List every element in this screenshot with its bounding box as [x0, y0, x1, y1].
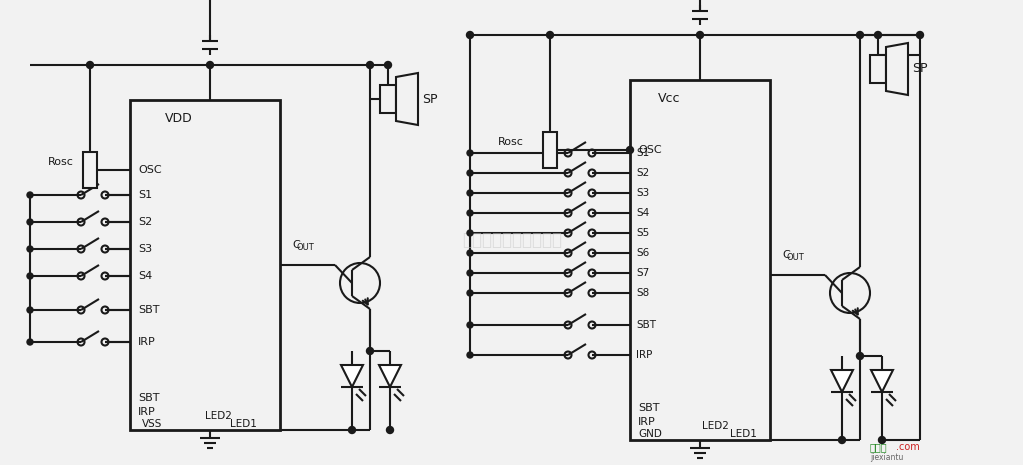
- Circle shape: [385, 61, 392, 68]
- Text: .com: .com: [896, 442, 920, 452]
- Text: C: C: [292, 240, 300, 250]
- Bar: [543, 132, 557, 168]
- Text: OUT: OUT: [297, 243, 314, 252]
- Text: S4: S4: [138, 271, 152, 281]
- Text: IRP: IRP: [636, 350, 653, 360]
- Bar: [630, 80, 770, 440]
- Text: OSC: OSC: [638, 145, 662, 155]
- Polygon shape: [396, 73, 418, 125]
- Text: IRP: IRP: [638, 417, 656, 427]
- Text: LED2: LED2: [205, 411, 232, 421]
- Circle shape: [546, 32, 553, 39]
- Circle shape: [468, 150, 473, 156]
- Circle shape: [27, 192, 33, 198]
- Circle shape: [366, 61, 373, 68]
- Circle shape: [468, 352, 473, 358]
- Circle shape: [387, 426, 394, 433]
- Circle shape: [856, 352, 863, 359]
- Circle shape: [626, 146, 633, 153]
- Circle shape: [856, 32, 863, 39]
- Circle shape: [366, 347, 373, 354]
- Text: S8: S8: [636, 288, 650, 298]
- Text: VDD: VDD: [165, 112, 192, 125]
- Text: OUT: OUT: [787, 252, 804, 261]
- Text: C: C: [782, 250, 790, 260]
- Text: S2: S2: [138, 217, 152, 227]
- Text: S3: S3: [138, 244, 152, 254]
- Circle shape: [468, 250, 473, 256]
- Text: S1: S1: [636, 148, 650, 158]
- Text: jiexiantu: jiexiantu: [870, 452, 903, 461]
- Text: 杭州将睿科技有限公司: 杭州将睿科技有限公司: [462, 231, 562, 249]
- Text: Rosc: Rosc: [48, 157, 74, 167]
- Circle shape: [27, 219, 33, 225]
- Circle shape: [468, 230, 473, 236]
- Circle shape: [27, 307, 33, 313]
- Text: LED1: LED1: [730, 429, 757, 439]
- Text: S4: S4: [636, 208, 650, 218]
- Text: S6: S6: [636, 248, 650, 258]
- Polygon shape: [886, 43, 908, 95]
- Circle shape: [468, 170, 473, 176]
- Circle shape: [207, 61, 214, 68]
- Circle shape: [839, 437, 845, 444]
- Text: S3: S3: [636, 188, 650, 198]
- Text: SP: SP: [911, 62, 928, 75]
- Text: S2: S2: [636, 168, 650, 178]
- Polygon shape: [379, 365, 401, 387]
- Polygon shape: [871, 370, 893, 392]
- Bar: [83, 152, 97, 188]
- Text: GND: GND: [638, 429, 662, 439]
- Circle shape: [468, 210, 473, 216]
- Circle shape: [27, 246, 33, 252]
- Text: S1: S1: [138, 190, 152, 200]
- Circle shape: [27, 339, 33, 345]
- Text: SP: SP: [422, 93, 438, 106]
- Circle shape: [468, 270, 473, 276]
- Circle shape: [875, 32, 882, 39]
- Text: OSC: OSC: [138, 165, 162, 175]
- Text: Vcc: Vcc: [658, 92, 680, 105]
- Text: LED2: LED2: [702, 421, 728, 431]
- Text: S5: S5: [636, 228, 650, 238]
- Text: VSS: VSS: [142, 419, 163, 429]
- Circle shape: [468, 190, 473, 196]
- Text: IRP: IRP: [138, 337, 155, 347]
- Text: S7: S7: [636, 268, 650, 278]
- Circle shape: [87, 61, 93, 68]
- Text: SBT: SBT: [138, 305, 160, 315]
- Circle shape: [917, 32, 924, 39]
- Polygon shape: [341, 365, 363, 387]
- Text: LED1: LED1: [230, 419, 257, 429]
- Text: SBT: SBT: [636, 320, 656, 330]
- Circle shape: [349, 426, 356, 433]
- Text: SBT: SBT: [638, 403, 660, 413]
- Polygon shape: [831, 370, 853, 392]
- Circle shape: [468, 290, 473, 296]
- Bar: [130, 100, 280, 430]
- Circle shape: [879, 437, 886, 444]
- Text: IRP: IRP: [138, 407, 155, 417]
- Bar: [380, 85, 396, 113]
- Bar: [870, 55, 886, 83]
- Text: SBT: SBT: [138, 393, 160, 403]
- Circle shape: [468, 322, 473, 328]
- Text: Rosc: Rosc: [498, 137, 524, 147]
- Circle shape: [466, 32, 474, 39]
- Text: 接线图: 接线图: [870, 442, 888, 452]
- Circle shape: [697, 32, 704, 39]
- Circle shape: [27, 273, 33, 279]
